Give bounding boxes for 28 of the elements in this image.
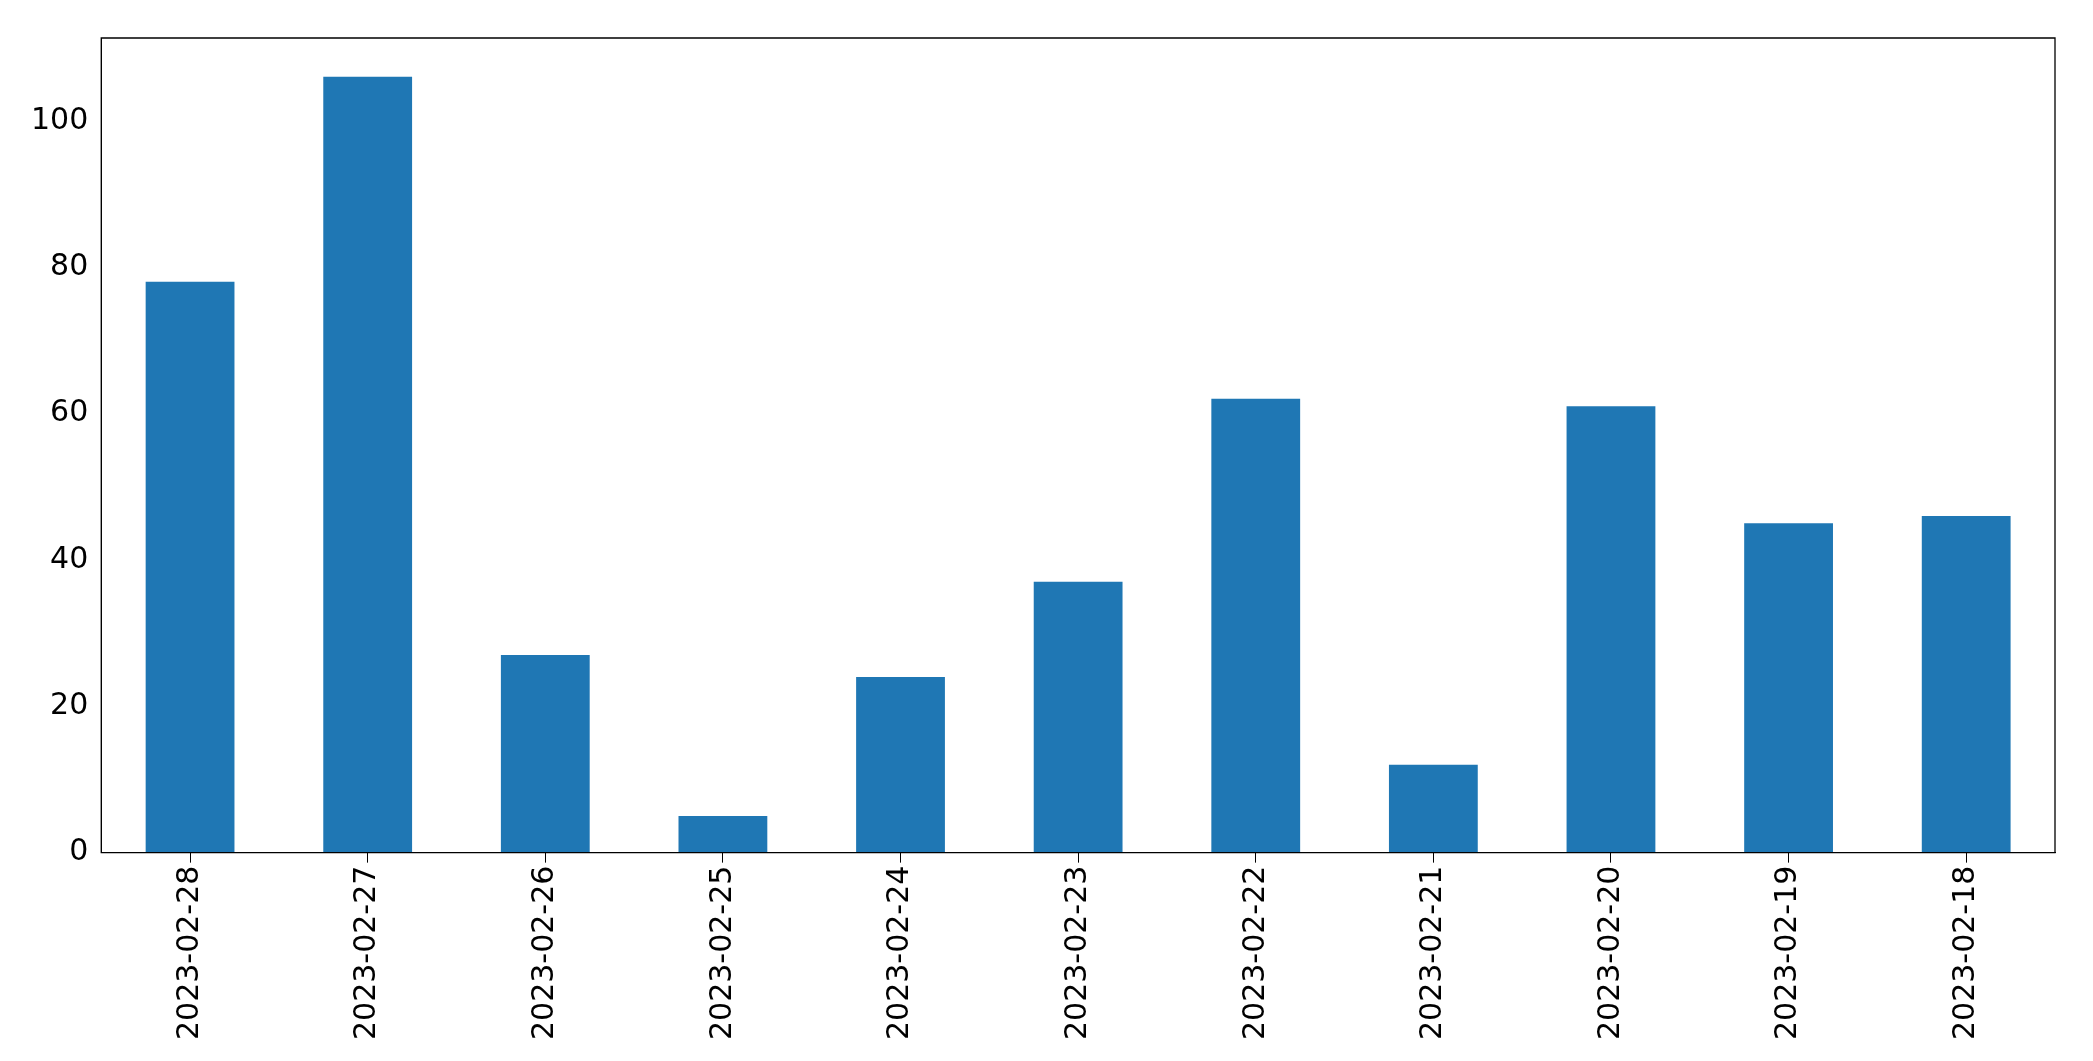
x-tick-label: 2023-02-22 xyxy=(1235,865,1271,1041)
x-tick-label: 2023-02-24 xyxy=(880,865,916,1041)
x-tick-label: 2023-02-26 xyxy=(525,865,561,1041)
bar xyxy=(1566,406,1656,853)
bar xyxy=(1388,764,1478,853)
bar xyxy=(678,816,768,853)
y-tick-label: 60 xyxy=(50,393,89,429)
bar xyxy=(1033,581,1123,853)
x-tick-label: 2023-02-18 xyxy=(1945,865,1981,1041)
y-tick-label: 80 xyxy=(50,246,89,282)
bar xyxy=(500,655,590,853)
bar xyxy=(1744,523,1833,853)
bar xyxy=(1211,398,1301,853)
y-tick-label: 20 xyxy=(50,686,89,722)
x-tick-label: 2023-02-23 xyxy=(1057,865,1093,1041)
y-tick-label: 0 xyxy=(69,832,89,868)
bar xyxy=(856,676,945,853)
bar xyxy=(145,281,235,853)
y-tick-label: 40 xyxy=(50,539,89,575)
bar xyxy=(1921,515,2011,853)
x-tick-label: 2023-02-19 xyxy=(1768,865,1804,1041)
y-tick-label: 100 xyxy=(31,100,89,136)
x-tick-label: 2023-02-27 xyxy=(347,865,383,1041)
x-tick-label: 2023-02-25 xyxy=(702,865,738,1041)
x-tick-label: 2023-02-28 xyxy=(169,865,205,1041)
x-tick-label: 2023-02-21 xyxy=(1413,865,1449,1041)
bar xyxy=(323,76,413,853)
x-tick-label: 2023-02-20 xyxy=(1590,865,1626,1041)
